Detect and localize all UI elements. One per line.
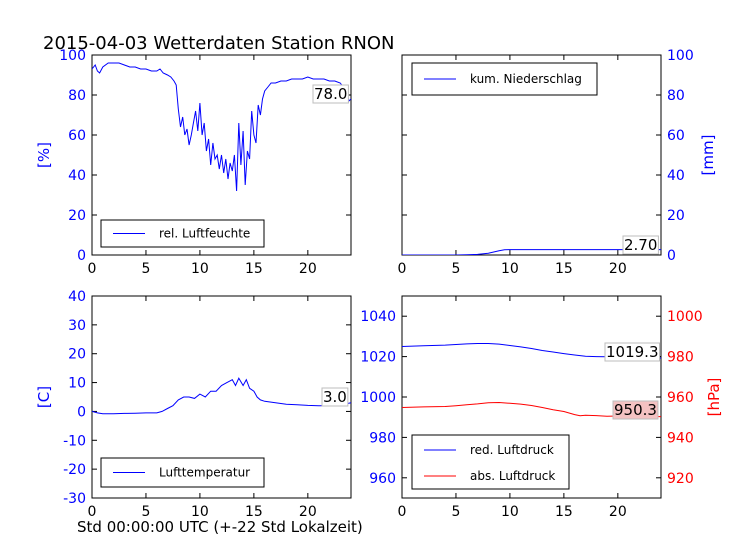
humidity-x-tick-label: 5 — [141, 261, 150, 277]
humidity-x-tick-label: 10 — [191, 261, 209, 277]
pressure-y-tick-label: 1040 — [360, 309, 396, 325]
pressure-last-value-label: 950.3 — [614, 401, 657, 419]
humidity-y-tick-label: 0 — [77, 248, 86, 264]
temperature-y-tick-label: 30 — [68, 318, 86, 334]
temperature-x-tick-label: 5 — [141, 504, 150, 520]
temperature-y-tick-label: -10 — [63, 433, 86, 449]
temperature-axes-frame — [91, 295, 352, 499]
temperature-legend-label: Lufttemperatur — [159, 466, 250, 480]
pressure-y-tick-label: 1020 — [360, 350, 396, 366]
pressure-y-tick-label-right: 920 — [667, 471, 694, 487]
humidity-last-value-box — [312, 84, 349, 104]
humidity-y-axis-label: [%] — [35, 142, 53, 168]
precipitation-axes-frame — [401, 54, 662, 256]
humidity-y-tick-label: 20 — [68, 208, 86, 224]
humidity-y-tick-label: 40 — [68, 168, 86, 184]
pressure-y-tick-label-right: 980 — [667, 350, 694, 366]
precipitation-y-tick-label-right: 20 — [667, 208, 685, 224]
temperature-x-tick-label: 15 — [245, 504, 263, 520]
figure-title: 2015-04-03 Wetterdaten Station RNON — [43, 33, 394, 54]
temperature-y-tick-label: 0 — [77, 404, 86, 420]
humidity-y-tick-label: 80 — [68, 88, 86, 104]
humidity-legend-label: rel. Luftfeuchte — [159, 227, 250, 241]
humidity-y-tick-label: 60 — [68, 128, 86, 144]
temperature-last-value-label: 3.0 — [323, 388, 347, 406]
precipitation-y-axis-label: [mm] — [699, 135, 717, 176]
pressure-y-axis-label-right: [hPa] — [705, 378, 723, 417]
precipitation-legend-label: kum. Niederschlag — [470, 72, 582, 86]
pressure-legend-label: red. Luftdruck — [470, 443, 554, 457]
pressure-x-tick-label: 15 — [555, 504, 573, 520]
pressure-x-tick-label: 0 — [398, 504, 407, 520]
pressure-last-value-label: 1019.3 — [606, 343, 659, 361]
precipitation-last-value-label: 2.70 — [624, 236, 657, 254]
pressure-y-tick-label: 980 — [369, 430, 396, 446]
precipitation-y-tick-label-right: 80 — [667, 88, 685, 104]
temperature-x-tick-label: 20 — [299, 504, 317, 520]
precipitation-x-tick-label: 20 — [609, 261, 627, 277]
precipitation-x-tick-label: 15 — [555, 261, 573, 277]
chart-temperature: 0 5 10 15 20 -30 -20 -10 0 10 20 30 40 [C] Lufttempera… — [35, 289, 352, 520]
x-axis-footer-label: Std 00:00:00 UTC (+-22 Std Lokalzeit) — [77, 518, 363, 536]
humidity-axes-frame — [91, 54, 352, 256]
pressure-y-tick-label-right: 1000 — [667, 309, 703, 325]
precipitation-y-tick-label-right: 60 — [667, 128, 685, 144]
humidity-y-tick-label: 100 — [59, 48, 86, 64]
temperature-y-axis-label: [C] — [35, 386, 53, 408]
temperature-x-tick-label: 10 — [191, 504, 209, 520]
chart-pressure: 0 5 10 15 20 960 980 1000 1020 1040 920 940 960 980 10… — [360, 295, 723, 520]
pressure-x-tick-label: 5 — [451, 504, 460, 520]
temperature-series-line-0 — [92, 377, 351, 415]
pressure-last-value-box — [604, 342, 660, 362]
pressure-last-value-box — [612, 400, 659, 420]
temperature-y-tick-label: 20 — [68, 347, 86, 363]
precipitation-last-value-box — [622, 235, 659, 255]
precipitation-series-line-0 — [402, 249, 661, 255]
temperature-y-tick-label: 10 — [68, 376, 86, 392]
pressure-y-tick-label: 960 — [369, 471, 396, 487]
temperature-y-tick-label: -30 — [63, 491, 86, 507]
humidity-last-value-label: 78.0 — [314, 85, 347, 103]
temperature-y-tick-label: -20 — [63, 462, 86, 478]
pressure-legend-box — [411, 434, 570, 490]
pressure-y-tick-label-right: 940 — [667, 430, 694, 446]
temperature-y-tick-label: 40 — [68, 289, 86, 305]
temperature-last-value-box — [321, 387, 349, 407]
chart-precipitation: 0 5 10 15 20 0 20 40 60 80 100 [mm] kum. Niederschla… — [398, 48, 717, 277]
pressure-y-tick-label: 1000 — [360, 390, 396, 406]
precipitation-x-tick-label: 10 — [501, 261, 519, 277]
precipitation-y-tick-label-right: 0 — [667, 248, 676, 264]
humidity-series-line-0 — [92, 62, 351, 192]
precipitation-x-tick-label: 5 — [451, 261, 460, 277]
pressure-x-tick-label: 10 — [501, 504, 519, 520]
humidity-x-tick-label: 15 — [245, 261, 263, 277]
precipitation-y-tick-label-right: 100 — [667, 48, 694, 64]
pressure-legend-label: abs. Luftdruck — [470, 469, 555, 483]
chart-humidity: 0 5 10 15 20 0 20 40 60 80 100 [%] rel. Luftfeuchte 7… — [35, 48, 352, 277]
humidity-x-tick-label: 0 — [88, 261, 97, 277]
pressure-y-tick-label-right: 960 — [667, 390, 694, 406]
pressure-x-tick-label: 20 — [609, 504, 627, 520]
precipitation-y-tick-label-right: 40 — [667, 168, 685, 184]
temperature-x-tick-label: 0 — [88, 504, 97, 520]
humidity-x-tick-label: 20 — [299, 261, 317, 277]
precipitation-x-tick-label: 0 — [398, 261, 407, 277]
